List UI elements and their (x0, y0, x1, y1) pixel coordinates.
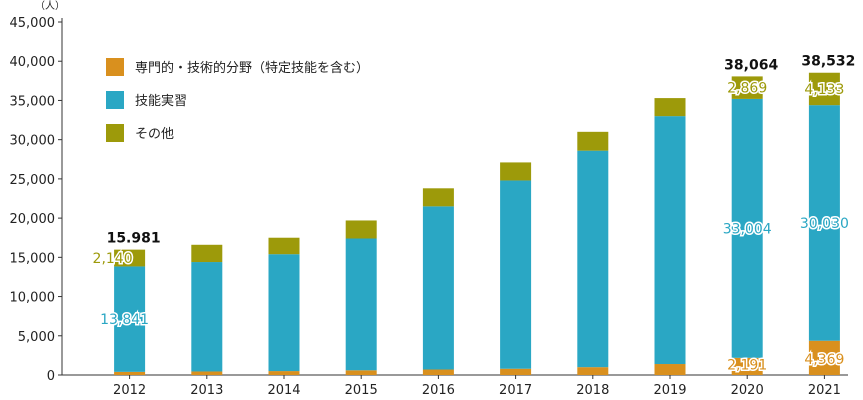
data-label: 4,133 (804, 82, 844, 98)
x-tick-label: 2013 (190, 383, 223, 398)
data-label: 2,140 (93, 251, 133, 267)
x-tick-label: 2015 (345, 383, 378, 398)
bar-segment (808, 340, 840, 375)
data-label: 2,869 (727, 81, 767, 97)
legend-label: 技能実習 (135, 93, 187, 109)
y-tick-label: 5,000 (18, 330, 55, 345)
bar-segment (731, 98, 763, 358)
legend-label: 専門的・技術的分野（特定技能を含む） (135, 60, 369, 76)
bar-segment (422, 369, 454, 375)
bar-segment (422, 188, 454, 207)
legend-swatch (106, 124, 124, 142)
bar-segment (577, 131, 609, 151)
bar-segment (191, 244, 223, 263)
bar-segment (500, 180, 532, 369)
x-tick-label: 2017 (499, 383, 532, 398)
x-tick-label: 2021 (808, 383, 841, 398)
bar-segment (114, 266, 146, 372)
data-label: 13,841 (100, 312, 149, 328)
x-tick-label: 2014 (267, 383, 300, 398)
bar-segment (268, 371, 300, 375)
bar-segment (114, 371, 146, 375)
data-label: 30,030 (800, 216, 849, 232)
bar-segment (191, 262, 223, 372)
bar-segment (654, 364, 686, 375)
bar-segment (577, 367, 609, 375)
y-tick-label: 35,000 (10, 94, 56, 109)
x-tick-label: 2019 (653, 383, 686, 398)
y-tick-label: 45,000 (10, 16, 56, 31)
y-tick-label: 10,000 (10, 291, 56, 306)
data-label: 4,369 (804, 352, 844, 368)
bar-segment (577, 150, 609, 368)
total-label: 38,064 (724, 57, 778, 73)
bar-segment (654, 116, 686, 365)
data-label: 2,191 (727, 358, 767, 374)
bar-segment (731, 357, 763, 375)
bar-segment (345, 238, 377, 371)
data-labels-group: 13,841 2,140 2,191 33,004 2,869 4,369 30,030 4,… (91, 54, 855, 375)
y-tick-label: 25,000 (10, 173, 56, 188)
axes-group: （人） 0 5,000 10,000 15,000 20,000 25,000 30,000 3… (10, 0, 848, 398)
bar-segment (731, 76, 763, 99)
bar-segment (114, 249, 146, 267)
bars-group (114, 72, 840, 375)
bar-segment (422, 206, 454, 370)
bar-segment (191, 371, 223, 375)
bar-segment (654, 98, 686, 117)
bar-segment (268, 237, 300, 255)
data-label: 33,004 (723, 221, 772, 237)
x-tick-label: 2012 (113, 383, 146, 398)
legend-swatch (106, 58, 124, 76)
total-label: 15.981 (107, 231, 161, 247)
bar-segment (345, 220, 377, 239)
bar-segment (500, 368, 532, 375)
bar-segment (808, 72, 840, 106)
legend-swatch (106, 91, 124, 109)
x-tick-label: 2016 (422, 383, 455, 398)
bar-segment (268, 254, 300, 372)
legend-label: その他 (135, 127, 174, 142)
y-tick-label: 30,000 (10, 134, 56, 149)
bar-segment (808, 105, 840, 341)
total-label: 38,532 (801, 54, 855, 70)
y-axis-unit-label: （人） (35, 0, 65, 12)
y-tick-label: 40,000 (10, 55, 56, 70)
x-tick-label: 2020 (731, 383, 764, 398)
bar-segment (500, 162, 532, 181)
y-tick-label: 20,000 (10, 212, 56, 227)
x-tick-label: 2018 (576, 383, 609, 398)
y-tick-label: 15,000 (10, 251, 56, 266)
y-tick-label: 0 (47, 369, 55, 384)
bar-segment (345, 370, 377, 375)
